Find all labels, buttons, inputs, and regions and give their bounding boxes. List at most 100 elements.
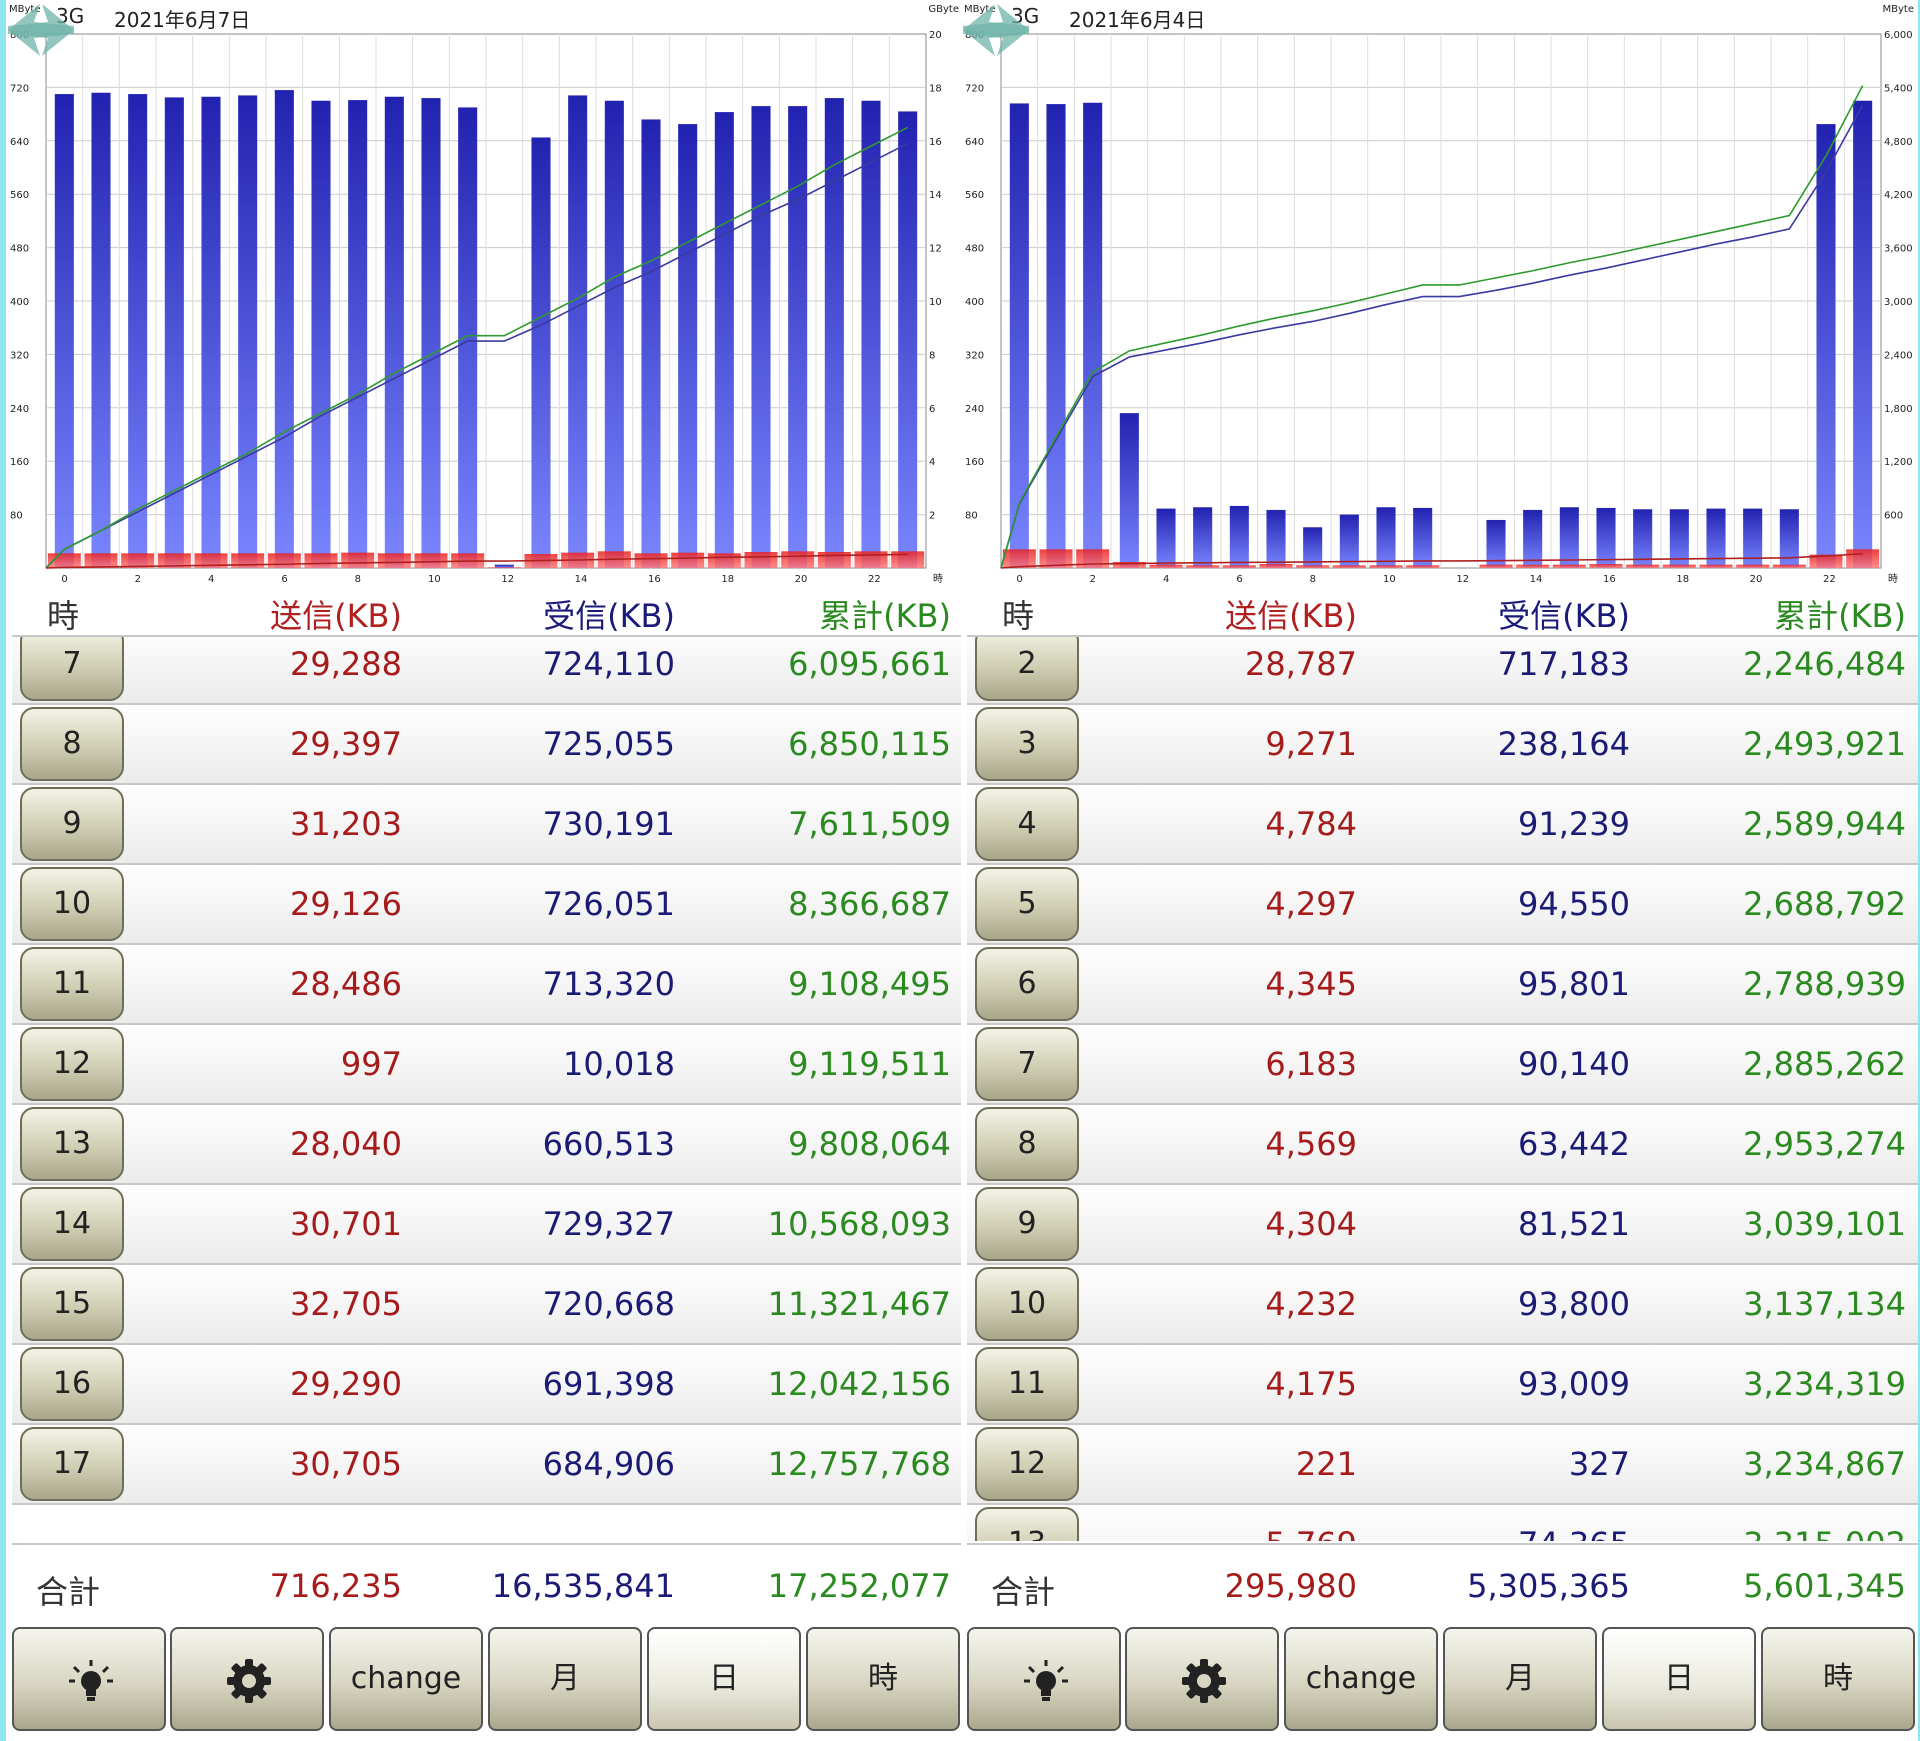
change-button[interactable]: change	[329, 1627, 483, 1731]
recv-bar	[1339, 514, 1359, 568]
cumulative-value: 9,808,064	[788, 1125, 951, 1163]
light-button[interactable]	[967, 1627, 1121, 1731]
send-value: 4,297	[1265, 885, 1357, 923]
recv-bar	[164, 97, 184, 568]
recv-bar	[1156, 508, 1176, 568]
day-button[interactable]: 日	[1602, 1627, 1756, 1731]
recv-value: 93,009	[1518, 1365, 1630, 1403]
hourly-table[interactable]: 2 28,787 717,183 2,246,484 3 9,271 238,164 2,49…	[967, 637, 1918, 1541]
send-bar	[744, 551, 778, 568]
hour-button[interactable]: 2	[975, 637, 1079, 701]
total-recv: 5,305,365	[1467, 1567, 1630, 1605]
hour-button[interactable]: 7	[20, 637, 124, 701]
hour-button[interactable]: 13	[20, 1107, 124, 1181]
table-row: 16 29,290 691,398 12,042,156	[12, 1345, 963, 1425]
cumulative-line	[45, 553, 908, 569]
recv-bar	[1376, 507, 1396, 568]
hourly-table[interactable]: 7 29,288 724,110 6,095,661 8 29,397 725,055 6,8…	[12, 637, 963, 1541]
hour-button[interactable]: 8	[20, 707, 124, 781]
month-button[interactable]: 月	[1443, 1627, 1597, 1731]
settings-button[interactable]	[170, 1627, 324, 1731]
recv-bar	[1083, 102, 1103, 568]
change-button[interactable]: change	[1284, 1627, 1438, 1731]
table-row: 5 4,297 94,550 2,688,792	[967, 865, 1918, 945]
y-left-tick-label: 640	[965, 137, 984, 148]
recv-bar	[91, 92, 111, 569]
hour-button[interactable]: 16	[20, 1347, 124, 1421]
y-right-tick-label: 2,400	[1884, 350, 1913, 361]
x-tick-label: 22	[868, 574, 881, 585]
send-bar	[1699, 564, 1733, 568]
send-bar	[121, 553, 155, 568]
right-axis-unit: MByte	[1882, 4, 1914, 15]
cumulative-line	[1000, 552, 1863, 569]
y-left-tick-label: 560	[10, 190, 29, 201]
y-left-tick-label: 640	[10, 137, 29, 148]
y-left-tick-label: 720	[10, 83, 29, 94]
hour-button[interactable]: 7	[975, 1027, 1079, 1101]
table-row: 12 221 327 3,234,867	[967, 1425, 1918, 1505]
hour-button[interactable]: 12	[20, 1027, 124, 1101]
next-arrow-icon[interactable]	[961, 0, 1031, 60]
hour-button[interactable]: 3	[975, 707, 1079, 781]
send-bar	[707, 553, 741, 568]
hour-button[interactable]: 17	[20, 1427, 124, 1501]
recv-value: 725,055	[542, 725, 675, 763]
send-value: 221	[1295, 1445, 1357, 1483]
send-bar	[1002, 549, 1036, 568]
hour-button[interactable]: 15	[20, 1267, 124, 1341]
cumulative-value: 2,788,939	[1743, 965, 1906, 1003]
column-header: 時 送信(KB) 受信(KB) 累計(KB)	[12, 585, 963, 637]
cumulative-value: 6,850,115	[788, 725, 951, 763]
hour-button[interactable]: 5	[975, 867, 1079, 941]
day-button[interactable]: 日	[647, 1627, 801, 1731]
x-tick-label: 0	[61, 574, 67, 585]
hour-button[interactable]: 14	[20, 1187, 124, 1261]
total-label: 合計	[36, 1573, 101, 1611]
recv-bar	[1743, 508, 1763, 568]
table-row: 11 28,486 713,320 9,108,495	[12, 945, 963, 1025]
hour-button[interactable]: 8	[975, 1107, 1079, 1181]
cumulative-value: 2,953,274	[1743, 1125, 1906, 1163]
hour-button[interactable]: 10	[975, 1267, 1079, 1341]
hour-button[interactable]: 10	[20, 867, 124, 941]
send-bar	[231, 553, 265, 568]
hour-button[interactable]: 4	[975, 787, 1079, 861]
hour-button[interactable]: 9	[20, 787, 124, 861]
cumulative-column-header: 累計(KB)	[1774, 597, 1906, 635]
light-button[interactable]	[12, 1627, 166, 1731]
recv-value: 95,801	[1518, 965, 1630, 1003]
hour-button[interactable]: 6	[975, 947, 1079, 1021]
send-value: 4,569	[1265, 1125, 1357, 1163]
hour-button[interactable]: 時	[1761, 1627, 1915, 1731]
recv-value: 81,521	[1518, 1205, 1630, 1243]
recv-bar	[458, 107, 478, 569]
hour-button[interactable]: 11	[20, 947, 124, 1021]
recv-bar	[128, 94, 148, 568]
settings-button[interactable]	[1125, 1627, 1279, 1731]
y-right-tick-label: 10	[929, 297, 942, 308]
recv-bar	[1413, 507, 1433, 568]
month-button[interactable]: 月	[488, 1627, 642, 1731]
x-tick-label: 0	[1016, 574, 1022, 585]
y-left-tick-label: 720	[965, 83, 984, 94]
hour-button[interactable]: 時	[806, 1627, 960, 1731]
hour-button[interactable]: 9	[975, 1187, 1079, 1261]
next-arrow-icon[interactable]	[6, 0, 76, 60]
send-value: 5,769	[1265, 1525, 1357, 1541]
recv-bar	[1486, 519, 1506, 568]
hour-button[interactable]: 11	[975, 1347, 1079, 1421]
send-bar	[634, 553, 668, 568]
recv-value: 726,051	[542, 885, 675, 923]
send-bar	[1516, 564, 1550, 568]
recv-bar	[788, 106, 808, 568]
recv-value: 724,110	[542, 645, 675, 683]
send-value: 30,705	[290, 1445, 402, 1483]
send-bar	[1589, 563, 1623, 568]
hour-button[interactable]: 13	[975, 1507, 1079, 1541]
cumulative-value: 2,493,921	[1743, 725, 1906, 763]
total-send: 295,980	[1224, 1567, 1357, 1605]
recv-bar	[54, 94, 74, 568]
y-left-tick-label: 480	[10, 244, 29, 255]
hour-button[interactable]: 12	[975, 1427, 1079, 1501]
